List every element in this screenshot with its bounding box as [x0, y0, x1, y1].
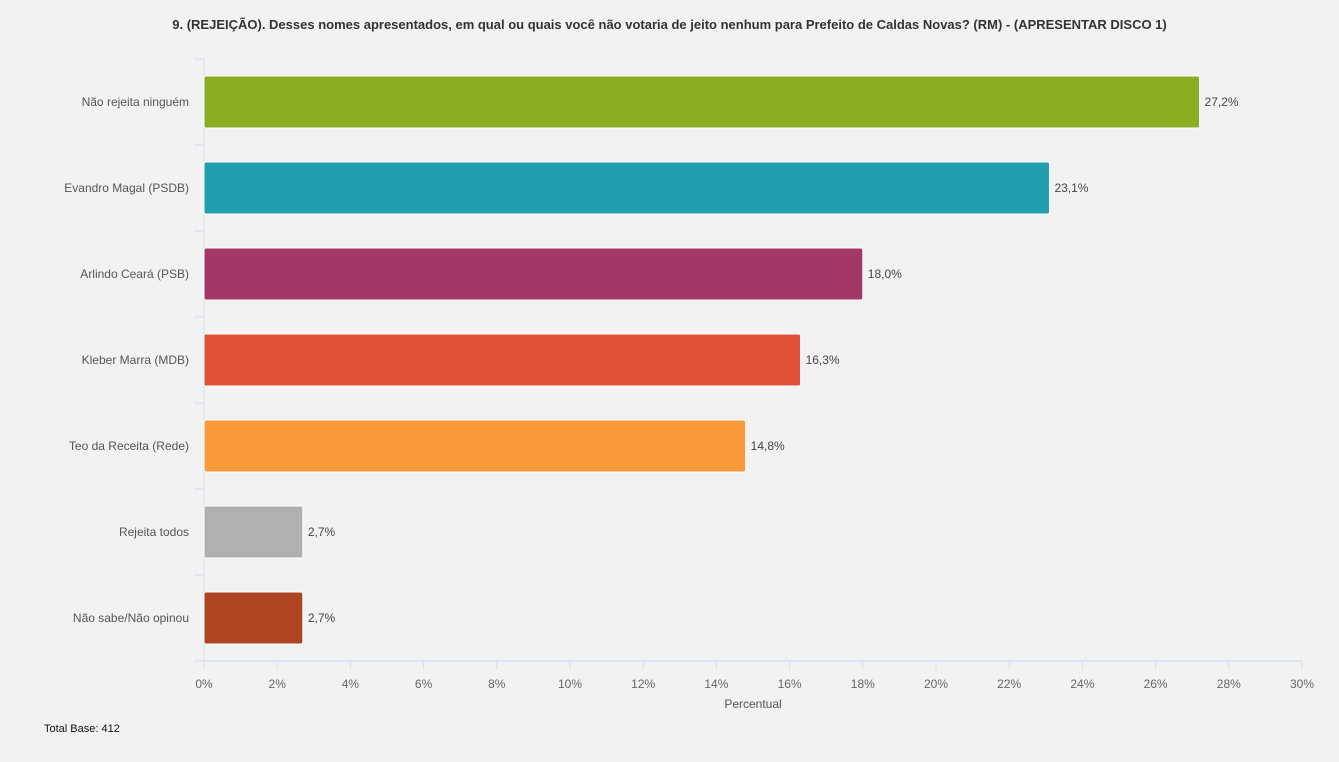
data-label: 14,8%	[751, 439, 785, 453]
category-label: Kleber Marra (MDB)	[82, 353, 189, 367]
data-label: 2,7%	[308, 525, 336, 539]
bar	[203, 247, 864, 301]
x-tick-label: 18%	[851, 677, 875, 691]
bar	[203, 75, 1201, 129]
x-tick-label: 16%	[778, 677, 802, 691]
x-tick-label: 12%	[631, 677, 655, 691]
bar	[203, 333, 802, 387]
data-label: 27,2%	[1205, 95, 1239, 109]
category-label: Não rejeita ninguém	[82, 95, 189, 109]
x-tick-label: 28%	[1217, 677, 1241, 691]
x-tick-label: 0%	[195, 677, 213, 691]
data-label: 18,0%	[868, 267, 902, 281]
x-tick-label: 10%	[558, 677, 582, 691]
category-label: Rejeita todos	[119, 525, 189, 539]
category-label: Não sabe/Não opinou	[73, 611, 189, 625]
x-tick-label: 22%	[997, 677, 1021, 691]
category-label: Arlindo Ceará (PSB)	[80, 267, 189, 281]
x-tick-label: 20%	[924, 677, 948, 691]
total-base: Total Base: 412	[44, 723, 120, 735]
data-label: 23,1%	[1054, 181, 1088, 195]
category-label: Evandro Magal (PSDB)	[64, 181, 189, 195]
x-tick-label: 30%	[1290, 677, 1314, 691]
bar	[203, 591, 304, 645]
x-tick-label: 8%	[488, 677, 506, 691]
x-tick-label: 4%	[342, 677, 360, 691]
category-label: Teo da Receita (Rede)	[69, 439, 189, 453]
x-tick-label: 26%	[1144, 677, 1168, 691]
data-label: 16,3%	[806, 353, 840, 367]
bar	[203, 419, 747, 473]
x-axis-title: Percentual	[724, 697, 781, 711]
data-label: 2,7%	[308, 611, 336, 625]
x-tick-label: 6%	[415, 677, 433, 691]
chart-title: 9. (REJEIÇÃO). Desses nomes apresentados…	[172, 17, 1167, 32]
x-tick-label: 14%	[704, 677, 728, 691]
x-tick-label: 24%	[1070, 677, 1094, 691]
x-tick-label: 2%	[269, 677, 287, 691]
bar	[203, 161, 1050, 215]
bar	[203, 505, 304, 559]
